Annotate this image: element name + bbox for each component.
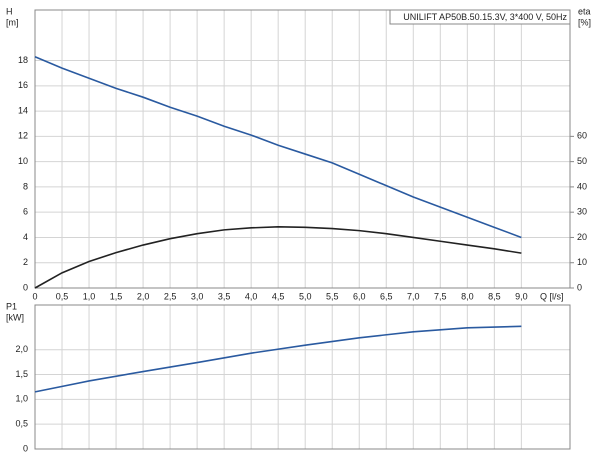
y2-axis-label: eta <box>578 6 591 16</box>
x-tick-label: 0,5 <box>56 291 69 301</box>
y2-tick-label: 10 <box>577 257 587 267</box>
curve <box>34 56 522 239</box>
y-tick-label: 18 <box>18 55 28 65</box>
x-tick-label: 8,5 <box>488 291 501 301</box>
chart-title: UNILIFT AP50B.50.15.3V, 3*400 V, 50Hz <box>403 12 567 22</box>
x-tick-label: 3,5 <box>218 291 231 301</box>
y2-axis-label: [%] <box>578 17 591 27</box>
y-axis-label: [kW] <box>6 312 24 322</box>
x-tick-label: 5,5 <box>326 291 339 301</box>
x-tick-label: 3,0 <box>191 291 204 301</box>
plot-frame <box>34 9 571 289</box>
y-tick-label: 2,0 <box>15 344 28 354</box>
y2-tick-label: 60 <box>577 131 587 141</box>
plot-frame <box>34 304 571 450</box>
y-tick-label: 14 <box>18 105 28 115</box>
y-tick-label: 16 <box>18 80 28 90</box>
x-tick-label: 4,5 <box>272 291 285 301</box>
y2-tick-label: 0 <box>577 282 582 292</box>
x-tick-label: 6,0 <box>353 291 366 301</box>
y2-tick-label: 20 <box>577 232 587 242</box>
y-axis-label: [m] <box>6 17 19 27</box>
y-tick-label: 2 <box>23 257 28 267</box>
y-tick-label: 0,5 <box>15 419 28 429</box>
x-tick-label: 1,0 <box>83 291 96 301</box>
y-tick-label: 6 <box>23 207 28 217</box>
curve <box>34 226 522 289</box>
x-tick-label: 8,0 <box>461 291 474 301</box>
x-tick-label: 0 <box>32 291 37 301</box>
x-tick-label: 4,0 <box>245 291 258 301</box>
x-tick-label: 2,5 <box>164 291 177 301</box>
y-axis-label: P1 <box>6 301 17 311</box>
y2-tick-label: 40 <box>577 181 587 191</box>
y-axis-label: H <box>6 6 13 16</box>
x-tick-label: 6,5 <box>380 291 393 301</box>
x-tick-label: 7,0 <box>407 291 420 301</box>
y-tick-label: 0 <box>23 443 28 453</box>
y-tick-label: 1,5 <box>15 369 28 379</box>
x-tick-label: 7,5 <box>434 291 447 301</box>
x-tick-label: 1,5 <box>110 291 123 301</box>
y-tick-label: 0 <box>23 282 28 292</box>
y-tick-label: 4 <box>23 232 28 242</box>
curve <box>34 325 522 393</box>
y-tick-label: 8 <box>23 181 28 191</box>
x-tick-label: 5,0 <box>299 291 312 301</box>
title-box <box>389 9 571 25</box>
x-axis-label: Q [l/s] <box>540 291 564 301</box>
y-tick-label: 12 <box>18 131 28 141</box>
y-tick-label: 1,0 <box>15 394 28 404</box>
x-tick-label: 2,0 <box>137 291 150 301</box>
y2-tick-label: 50 <box>577 156 587 166</box>
y2-tick-label: 30 <box>577 207 587 217</box>
x-tick-label: 9,0 <box>515 291 528 301</box>
y-tick-label: 10 <box>18 156 28 166</box>
